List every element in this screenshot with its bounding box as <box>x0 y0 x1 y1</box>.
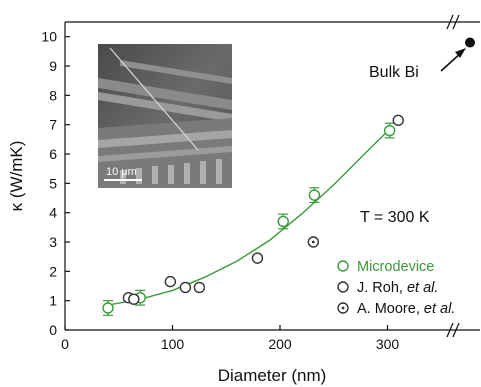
y-tick-label-8: 8 <box>49 87 57 103</box>
sem-inset-image: 10 μm <box>98 44 232 188</box>
point-0-4 <box>383 122 396 139</box>
y-tick-label-3: 3 <box>49 234 57 250</box>
y-tick-label-7: 7 <box>49 117 57 133</box>
legend-label-moore: A. Moore, et al. <box>357 301 455 317</box>
point-0-3 <box>308 187 321 203</box>
x-tick-label-0: 0 <box>61 336 69 352</box>
marker-1-3 <box>179 281 192 294</box>
axis-break-top <box>446 14 460 30</box>
marker-1-1 <box>128 293 140 305</box>
marker-0-4 <box>383 124 396 137</box>
point-0-0 <box>102 300 114 316</box>
marker-1-4 <box>193 281 206 294</box>
marker-dot-2-0 <box>311 240 315 244</box>
y-tick-label-2: 2 <box>49 263 57 279</box>
legend-item-microdevice: Microdevice <box>337 259 434 275</box>
marker-1-5 <box>251 252 264 264</box>
marker-0-0 <box>102 302 114 314</box>
data-marks <box>102 114 404 316</box>
legend-label-roh-text: J. Roh, <box>357 280 407 296</box>
x-tick-label-1: 100 <box>161 336 185 352</box>
bulk-bi-point <box>465 37 475 48</box>
point-1-6 <box>392 114 404 126</box>
x-tick-label-3: 300 <box>376 336 400 352</box>
y-axis-title: κ (W/mK) <box>7 141 26 212</box>
y-tick-label-5: 5 <box>49 175 57 191</box>
point-1-1 <box>128 293 140 305</box>
point-1-3 <box>179 281 192 294</box>
bulk-bi-arrow <box>440 48 466 72</box>
point-2-0 <box>307 236 320 248</box>
legend-item-moore: A. Moore, et al. <box>337 301 455 317</box>
temperature-label: T = 300 K <box>360 209 430 226</box>
point-0-2 <box>277 213 289 230</box>
legend-label-roh: J. Roh, et al. <box>357 280 438 296</box>
fit-curve-group <box>107 125 394 306</box>
legend: Microdevice J. Roh, et al. A. Moore, et … <box>337 259 455 317</box>
y-tick-label-6: 6 <box>49 146 57 162</box>
y-tick-label-10: 10 <box>41 29 57 45</box>
axis-break-bottom <box>446 322 460 338</box>
axes <box>64 14 480 338</box>
tick-group: 0 100 200 300 0 1 2 3 4 5 6 7 8 9 10 <box>41 29 399 352</box>
x-tick-label-2: 200 <box>268 336 292 352</box>
fit-curve <box>107 125 394 306</box>
x-axis-title: Diameter (nm) <box>218 366 327 385</box>
legend-label-moore-text-italic: et al. <box>424 301 455 317</box>
legend-label-moore-text: A. Moore, <box>357 301 424 317</box>
point-1-4 <box>193 281 206 294</box>
y-tick-label-0: 0 <box>49 322 57 338</box>
point-1-5 <box>251 252 264 264</box>
legend-item-roh: J. Roh, et al. <box>337 280 438 296</box>
y-tick-label-1: 1 <box>49 293 57 309</box>
legend-label-microdevice: Microdevice <box>357 259 434 275</box>
point-1-2 <box>164 275 177 288</box>
marker-0-2 <box>277 215 289 228</box>
y-tick-label-9: 9 <box>49 58 57 74</box>
bulk-bi-label: Bulk Bi <box>369 64 419 81</box>
inset-scale-label: 10 μm <box>106 166 137 178</box>
marker-0-3 <box>308 189 321 201</box>
y-tick-label-4: 4 <box>49 205 57 221</box>
marker-1-2 <box>164 275 177 288</box>
marker-1-6 <box>392 114 404 126</box>
legend-label-roh-text-italic: et al. <box>407 280 438 296</box>
